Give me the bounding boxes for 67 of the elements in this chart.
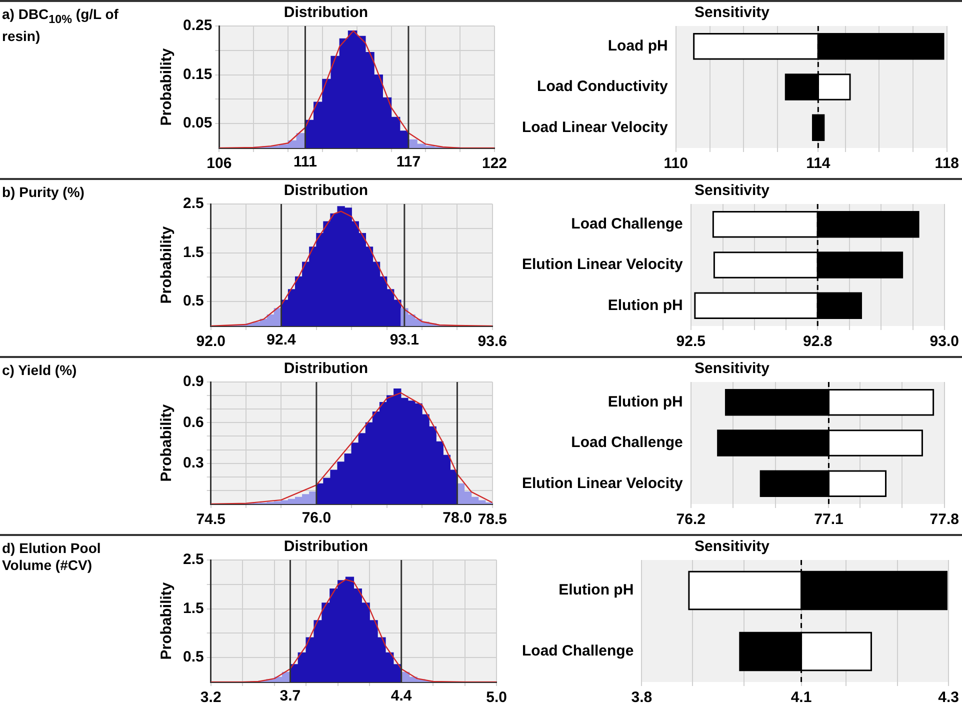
y-tick-label: 0.3 [182,454,204,472]
chart-title: Distribution [284,538,368,556]
y-tick-label: Elution pH [558,582,634,599]
x-tick-label: 122 [482,155,507,172]
x-tick-label: 92.0 [196,333,226,350]
x-tick-label: 3.8 [631,689,652,706]
y-tick-label: 0.9 [182,373,204,390]
ref-line-label: 93.1 [390,332,420,349]
y-tick-label: Elution Linear Velocity [522,256,684,274]
ref-line-label: 111 [294,154,317,171]
ref-line-label: 92.4 [266,332,296,349]
ref-line-label: 117 [396,154,421,171]
chart-title: Sensitivity [694,4,770,22]
y-tick-label: 1.5 [182,244,204,261]
y-tick-label: 2.5 [182,195,204,212]
chart-title: Sensitivity [694,360,770,378]
x-tick-label: 74.5 [196,511,226,528]
text: c) Yield (%) [2,362,78,379]
x-tick-label: 106 [206,155,232,172]
x-tick-label: 110 [664,155,688,172]
x-tick-label: 76.2 [676,511,706,528]
y-tick-label: Elution Linear Velocity [522,474,684,492]
y-tick-label: 0.25 [182,17,212,34]
y-axis-title: Probability [158,582,176,660]
chart-title: Sensitivity [694,182,770,200]
text: d) Elution Pool Volume (#CV) [2,540,102,574]
chart-title: Distribution [284,360,368,378]
ref-line-label: 76.0 [302,510,332,527]
y-tick-label: 1.5 [182,600,204,617]
x-tick-label: 93.6 [478,333,508,350]
y-tick-label: Load Challenge [571,215,683,232]
y-tick-label: Load pH [608,37,668,54]
x-tick-label: 3.2 [200,689,222,706]
y-tick-label: Load Challenge [571,434,683,452]
y-tick-label: Load Linear Velocity [522,118,669,136]
y-tick-label: 0.5 [182,292,204,310]
y-tick-label: Elution pH [608,296,683,314]
text: a) DBC$_{10%}$ (g/L of resin) [2,6,118,44]
ref-line-label: 78.0 [442,510,472,527]
text: b) Purity (%) [2,184,86,201]
y-tick-label: Load Conductivity [537,78,669,96]
ref-line-label: 4.4 [390,688,412,705]
y-tick-label: 0.5 [182,648,204,666]
y-tick-label: 0.15 [182,66,212,83]
y-tick-label: 2.5 [182,551,204,568]
x-tick-label: 77.8 [930,511,960,528]
y-tick-label: Elution pH [608,393,683,410]
x-tick-label: 4.1 [790,689,812,706]
y-axis-title: Probability [158,404,176,482]
y-axis-title: Probability [158,48,176,126]
y-tick-label: 0.05 [182,114,212,132]
x-tick-label: 5.0 [486,689,508,706]
x-tick-label: 118 [934,155,959,172]
x-tick-label: 93.0 [930,333,960,350]
chart-title: Sensitivity [694,538,770,556]
y-axis-title: Probability [158,226,176,304]
ref-line-label: 3.7 [280,688,301,705]
y-tick-label: Load Challenge [522,642,634,660]
x-tick-label: 4.3 [938,689,960,706]
chart-title: Distribution [284,4,368,22]
x-tick-label: 77.1 [814,511,844,528]
x-tick-label: 78.5 [478,511,508,528]
x-tick-label: 92.5 [676,333,706,350]
x-tick-label: 92.8 [803,333,832,350]
chart-title: Distribution [284,182,368,200]
x-tick-label: 114 [806,155,831,172]
y-tick-label: 0.6 [182,414,204,431]
